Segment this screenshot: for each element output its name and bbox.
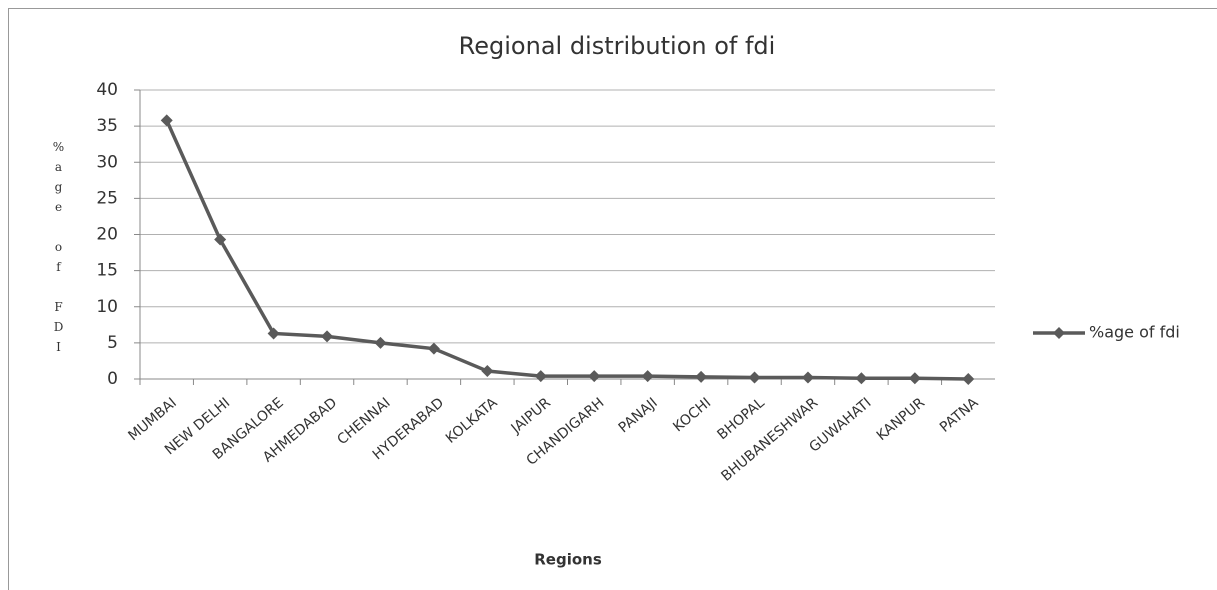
data-point [801,371,814,384]
y-tick-label: 25 [96,188,118,208]
data-point [962,373,975,385]
data-point [588,370,601,383]
y-axis-label: %age of FDI [52,140,66,360]
data-point [374,336,387,349]
x-tick-label: KOCHI [670,395,714,435]
x-tick-label: PANAJI [616,395,661,436]
y-tick-label: 5 [107,333,118,353]
data-point [855,372,868,385]
x-tick-label: KANPUR [874,395,928,444]
legend-marker [1053,327,1065,339]
x-tick-label: BHOPAL [714,395,767,443]
data-point [321,330,334,343]
data-point [481,365,494,378]
x-tick-label: BHUBANESHWAR [718,395,821,485]
data-point [908,372,921,385]
y-tick-label: 0 [107,369,118,389]
legend-label: %age of fdi [1089,323,1180,342]
x-axis-label: Regions [534,551,602,569]
data-point [534,370,547,383]
data-point [427,342,440,355]
data-point [214,233,227,246]
data-point [267,327,280,340]
y-tick-label: 20 [96,225,118,245]
x-tick-label: JAIPUR [508,395,555,438]
chart-frame [8,8,1217,590]
y-tick-label: 10 [96,297,118,317]
x-tick-label: PATNA [937,395,982,436]
y-tick-label: 30 [96,152,118,172]
data-point [641,370,654,383]
y-tick-label: 35 [96,116,118,136]
data-point [695,370,708,383]
data-point [748,371,761,384]
data-point [160,114,173,127]
y-tick-label: 15 [96,261,118,281]
series-line [165,119,969,381]
y-tick-label: 40 [96,80,118,100]
chart-title: Regional distribution of fdi [459,32,776,60]
x-tick-label: KOLKATA [443,395,501,447]
